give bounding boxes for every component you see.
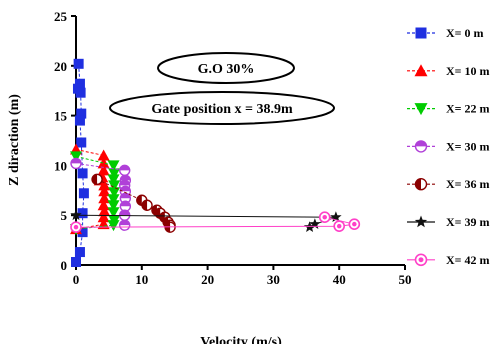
annotation-go-ellipse	[157, 52, 295, 84]
legend-marker	[414, 64, 428, 77]
data-point	[98, 179, 111, 191]
legend-item: X= 42 m	[407, 253, 490, 267]
legend-marker	[414, 140, 428, 153]
data-point	[107, 220, 120, 232]
x-tick-label: 40	[333, 272, 346, 287]
x-tick-label: 30	[267, 272, 280, 287]
data-point	[98, 205, 111, 217]
data-point	[107, 200, 120, 212]
legend-label: X= 22 m	[446, 102, 490, 116]
data-point	[97, 149, 110, 161]
data-point	[333, 220, 346, 232]
annotation-go: G.O 30%	[157, 52, 295, 84]
legend-item: X= 36 m	[407, 177, 490, 191]
data-point	[70, 221, 82, 233]
data-point	[108, 180, 121, 192]
legend-label: X= 39 m	[446, 215, 490, 229]
y-tick-label: 20	[54, 59, 67, 74]
legend-label: X= 10 m	[446, 64, 490, 78]
data-point	[76, 108, 87, 119]
data-point	[97, 199, 110, 211]
data-point	[70, 157, 82, 170]
y-tick-label: 0	[61, 258, 68, 273]
data-point	[107, 160, 120, 172]
data-point	[118, 219, 131, 231]
annotation-gate-text: Gate position x = 38.9m	[151, 102, 293, 117]
data-point	[73, 58, 84, 69]
series-layer	[70, 58, 361, 268]
data-point	[118, 164, 131, 177]
data-point	[107, 194, 120, 206]
series-0	[71, 58, 89, 268]
legend-marker	[414, 253, 428, 267]
data-point	[77, 208, 88, 219]
data-point	[77, 227, 88, 238]
legend-label: X= 0 m	[446, 26, 484, 40]
data-point	[76, 137, 87, 148]
legend-marker	[414, 215, 428, 228]
data-point	[108, 187, 121, 199]
data-point	[74, 115, 85, 126]
legend-label: X= 30 m	[446, 139, 490, 153]
y-tick-label: 15	[54, 109, 68, 124]
data-point	[71, 257, 81, 268]
legend: X= 0 m X= 10 m X= 22 m X= 30 m X= 36 m X= 39 …	[407, 26, 490, 267]
data-point	[97, 164, 110, 176]
series-6	[70, 211, 361, 233]
y-tick-label: 5	[61, 208, 68, 223]
legend-item: X= 10 m	[407, 64, 490, 78]
data-point	[97, 157, 110, 169]
data-point	[348, 218, 361, 230]
data-point	[141, 199, 153, 211]
data-point	[74, 247, 85, 258]
data-point	[75, 87, 86, 98]
series-2	[70, 151, 121, 236]
data-point	[98, 185, 111, 197]
data-point	[309, 218, 321, 229]
ticks: 0 10 20 30 40 50 0 5 10 15 20 25	[54, 9, 412, 287]
data-point	[107, 207, 120, 219]
legend-label: X= 36 m	[446, 177, 490, 191]
data-point	[107, 174, 120, 186]
legend-label: X= 42 m	[446, 253, 490, 267]
y-tick-label: 25	[54, 9, 68, 24]
x-axis-title: Velocity (m/s)	[200, 335, 282, 344]
x-tick-label: 10	[135, 272, 148, 287]
legend-item: X= 39 m	[407, 215, 490, 229]
data-point	[78, 188, 89, 199]
annotation-gate: Gate position x = 38.9m	[109, 91, 335, 125]
x-tick-label: 50	[399, 272, 412, 287]
y-axis-title: Z diraction (m)	[7, 94, 22, 186]
series-4	[91, 173, 176, 233]
legend-marker	[414, 103, 428, 116]
data-point	[91, 173, 103, 186]
legend-marker	[414, 177, 428, 191]
y-tick-label: 10	[54, 158, 67, 173]
x-tick-label: 0	[73, 272, 80, 287]
x-tick-label: 20	[201, 272, 214, 287]
annotation-gate-ellipse	[109, 91, 335, 125]
data-point	[98, 192, 111, 204]
data-point	[70, 151, 82, 163]
legend-item: X= 0 m	[407, 26, 484, 40]
data-point	[318, 211, 331, 223]
legend-item: X= 30 m	[407, 139, 490, 153]
legend-item: X= 22 m	[407, 102, 490, 116]
annotation-go-text: G.O 30%	[198, 62, 255, 77]
data-point	[108, 168, 121, 180]
legend-marker	[415, 27, 427, 39]
data-point	[70, 209, 82, 221]
data-point	[77, 168, 88, 179]
series-3	[70, 157, 132, 231]
data-point	[97, 211, 110, 223]
data-point	[330, 211, 342, 222]
